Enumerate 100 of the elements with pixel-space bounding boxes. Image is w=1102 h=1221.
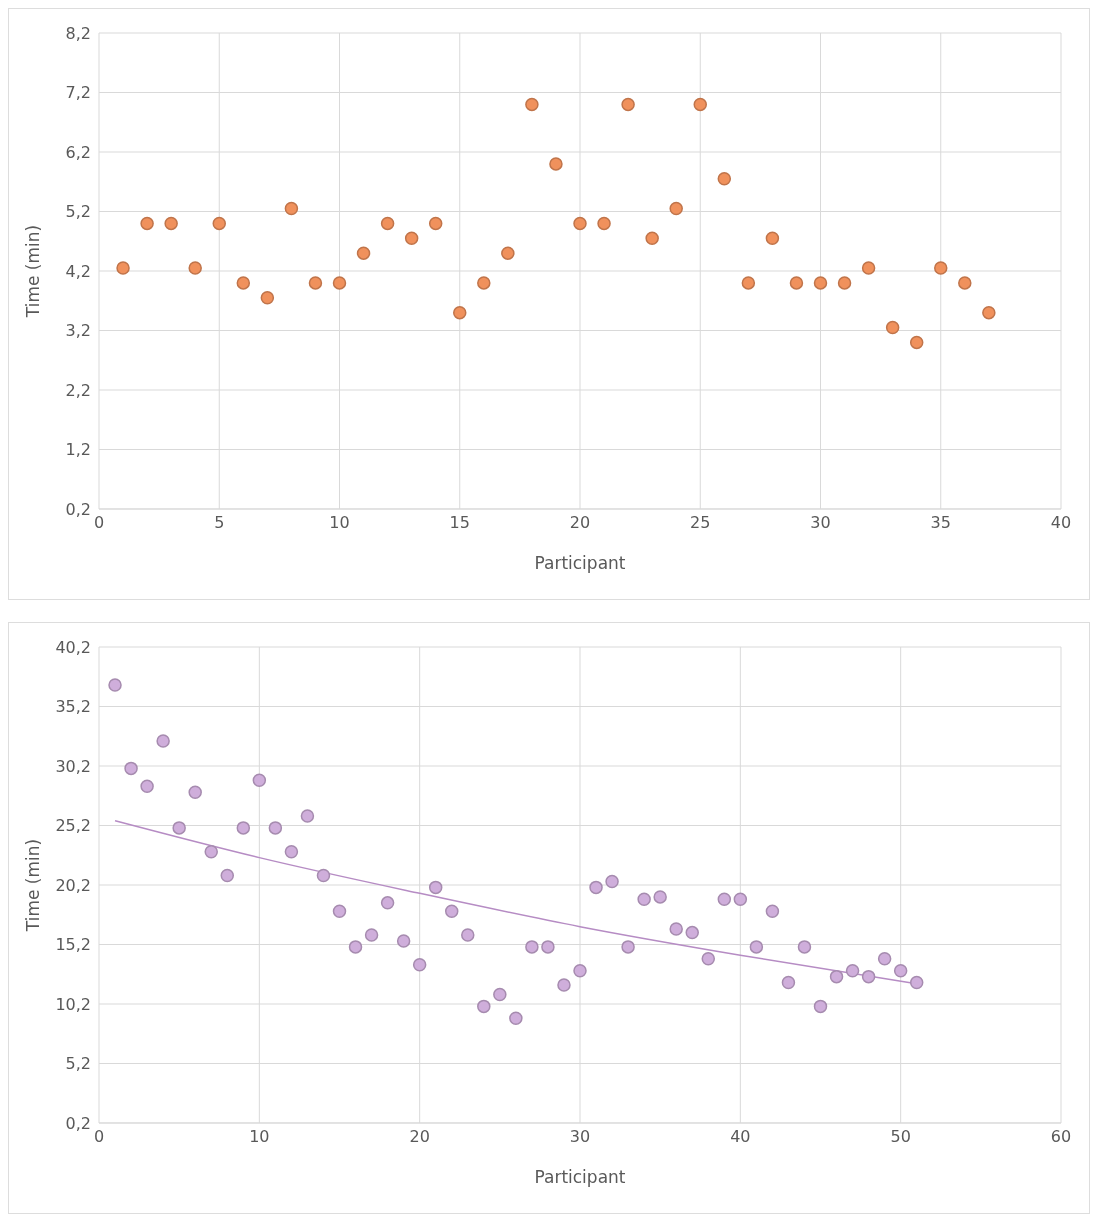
y-tick-label: 0,2 (65, 1113, 91, 1133)
y-tick-label: 7,2 (65, 83, 91, 103)
point (316, 868, 331, 883)
point (717, 172, 732, 186)
point (837, 276, 852, 290)
point (909, 975, 924, 990)
point (877, 952, 892, 966)
point (861, 969, 876, 984)
point (893, 963, 908, 978)
y-tick-label: 5,2 (65, 1054, 91, 1074)
x-tick-label: 0 (93, 1127, 105, 1147)
point (188, 785, 202, 799)
point (477, 276, 491, 290)
point (934, 261, 948, 275)
point (380, 896, 395, 910)
point (108, 678, 122, 692)
point (701, 952, 716, 966)
point (428, 880, 443, 895)
point (749, 940, 764, 954)
x-tick-label: 15 (449, 513, 470, 533)
point (693, 97, 707, 112)
x-tick-label: 20 (569, 513, 591, 533)
point (765, 231, 780, 246)
point (685, 925, 699, 940)
y-tick-label: 0,2 (65, 499, 91, 519)
y-tick-label: 6,2 (65, 142, 91, 162)
point (124, 761, 138, 776)
x-tick-label: 30 (569, 1127, 591, 1147)
x-tick-label: 60 (1050, 1127, 1072, 1147)
point (260, 291, 275, 305)
point (541, 940, 555, 954)
point (332, 276, 347, 290)
y-tick-label: 20,2 (55, 875, 91, 895)
point (220, 868, 235, 883)
point (573, 963, 587, 978)
x-tick-label: 5 (214, 513, 225, 533)
point (236, 821, 251, 835)
point (236, 276, 251, 290)
point (212, 216, 226, 231)
point (845, 963, 860, 978)
point (789, 276, 804, 290)
x-axis-title: Participant (534, 1167, 626, 1187)
point (621, 940, 635, 954)
point (284, 844, 299, 859)
point (444, 904, 459, 918)
point (140, 779, 154, 793)
y-axis-title: Time (min) (23, 224, 44, 319)
point (797, 940, 812, 954)
point (308, 276, 323, 290)
y-tick-label: 8,2 (65, 23, 91, 43)
y-tick-label: 5,2 (65, 202, 91, 222)
point (412, 957, 427, 972)
point (252, 773, 267, 788)
y-tick-label: 15,2 (55, 935, 91, 955)
y-tick-label: 30,2 (55, 756, 91, 776)
point (364, 928, 379, 942)
point (156, 734, 170, 748)
x-tick-label: 0 (93, 513, 105, 533)
point (493, 987, 507, 1002)
y-tick-label: 25,2 (55, 816, 91, 836)
point (509, 1011, 523, 1026)
point (621, 97, 635, 112)
point (573, 216, 587, 231)
point (885, 320, 900, 335)
x-axis-title: Participant (534, 553, 626, 573)
x-tick-label: 10 (249, 1127, 270, 1147)
point (332, 904, 347, 918)
point (645, 231, 659, 246)
point (597, 216, 611, 231)
point (525, 97, 539, 112)
point (396, 934, 411, 948)
y-tick-label: 1,2 (65, 440, 91, 460)
point (380, 216, 395, 231)
point (461, 928, 475, 942)
y-tick-label: 2,2 (65, 380, 91, 400)
x-tick-label: 35 (930, 513, 951, 533)
point (829, 969, 844, 984)
point (982, 305, 996, 320)
point (653, 890, 667, 904)
x-tick-label: 10 (329, 513, 350, 533)
point (741, 276, 756, 290)
point (284, 201, 299, 216)
point (525, 940, 539, 954)
x-tick-label: 50 (890, 1127, 911, 1147)
y-axis-title: Time (min) (23, 838, 44, 933)
point (404, 231, 419, 246)
point (501, 246, 515, 260)
y-tick-label: 35,2 (55, 697, 91, 717)
point (300, 809, 315, 823)
point (733, 892, 748, 907)
point (813, 999, 828, 1014)
point (140, 216, 154, 231)
y-tick-label: 4,2 (65, 261, 91, 281)
point (348, 940, 363, 954)
point (268, 821, 283, 835)
point (172, 821, 186, 835)
point (861, 261, 876, 275)
point (204, 844, 218, 859)
point (549, 157, 563, 171)
point (765, 904, 780, 918)
